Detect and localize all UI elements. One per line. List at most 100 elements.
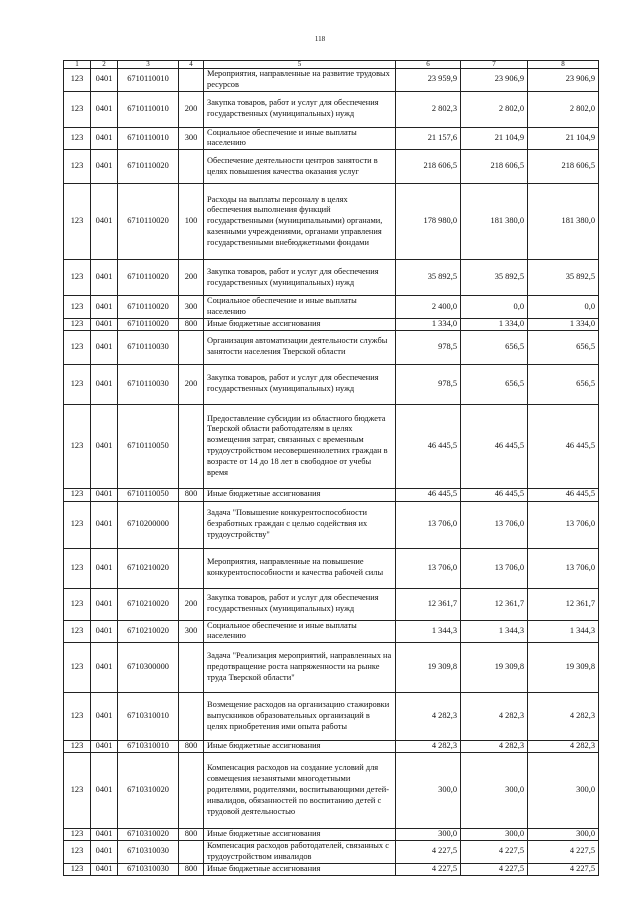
section-code: 0401 [90,692,118,742]
amount-col6: 1 344,3 [395,619,461,644]
amount-col7: 218 606,5 [460,149,528,185]
description: Задача "Реализация мероприятий, направле… [203,642,396,694]
amount-col6: 300,0 [395,751,461,829]
description: Закупка товаров, работ и услуг для обесп… [203,363,396,405]
description: Задача "Повышение конкурентоспособности … [203,500,396,549]
description: Предоставление субсидии из областного бю… [203,403,396,489]
description: Расходы на выплаты персоналу в целях обе… [203,183,396,261]
description: Закупка товаров, работ и услуг для обесп… [203,587,396,621]
target-article-code: 6710210020 [117,547,179,589]
amount-col7: 35 892,5 [460,259,528,297]
table-row: 123 0401 6710210020 200 Закупка товаров, раб… [63,587,599,621]
amount-col8: 19 309,8 [527,642,599,694]
ministry-code: 123 [63,149,91,185]
amount-col6: 978,5 [395,329,461,365]
table-row: 123 0401 6710110020 100 Расходы на выплаты п… [63,183,599,261]
amount-col8: 13 706,0 [527,547,599,589]
amount-col6: 21 157,6 [395,126,461,151]
column-number: 5 [203,60,396,69]
ministry-code: 123 [63,363,91,405]
amount-col8: 21 104,9 [527,126,599,151]
description: Иные бюджетные ассигнования [203,317,396,331]
target-article-code: 6710110020 [117,317,179,331]
target-article-code: 6710210020 [117,587,179,621]
column-number-row: 1 2 3 4 5 6 7 8 [63,60,599,69]
amount-col8: 4 282,3 [527,692,599,742]
table-row: 123 0401 6710110050 Предоставление субсидии… [63,403,599,489]
target-article-code: 6710110020 [117,259,179,297]
expense-type-code: 200 [178,90,204,128]
amount-col7: 21 104,9 [460,126,528,151]
description: Социальное обеспечение и иные выплаты на… [203,126,396,151]
description: Мероприятия, направленные на развитие тр… [203,68,396,92]
amount-col8: 1 344,3 [527,619,599,644]
section-code: 0401 [90,751,118,829]
section-code: 0401 [90,500,118,549]
table-row: 123 0401 6710210020 Мероприятия, направленн… [63,547,599,589]
table-row: 123 0401 6710110010 200 Закупка товаров, раб… [63,90,599,128]
table-row: 123 0401 6710310030 800 Иные бюджетные ассиг… [63,862,599,876]
expense-type-code: 800 [178,317,204,331]
amount-col6: 19 309,8 [395,642,461,694]
column-number: 4 [178,60,204,69]
amount-col8: 218 606,5 [527,149,599,185]
table-row: 123 0401 6710200000 Задача "Повышение конку… [63,500,599,549]
amount-col8: 12 361,7 [527,587,599,621]
amount-col7: 4 282,3 [460,740,528,753]
section-code: 0401 [90,149,118,185]
target-article-code: 6710110010 [117,68,179,92]
table-row: 123 0401 6710210020 300 Социальное обеспечен… [63,619,599,644]
expense-type-code [178,839,204,864]
target-article-code: 6710300000 [117,642,179,694]
target-article-code: 6710110050 [117,403,179,489]
page-number: 118 [314,35,326,43]
expense-type-code [178,68,204,92]
expense-type-code: 200 [178,259,204,297]
column-number: 6 [395,60,461,69]
amount-col8: 23 906,9 [527,68,599,92]
table-row: 123 0401 6710310010 Возмещение расходов на … [63,692,599,742]
section-code: 0401 [90,619,118,644]
description: Организация автоматизации деятельности с… [203,329,396,365]
amount-col8: 4 282,3 [527,740,599,753]
target-article-code: 6710110020 [117,295,179,319]
amount-col6: 4 282,3 [395,692,461,742]
amount-col7: 13 706,0 [460,547,528,589]
amount-col7: 23 906,9 [460,68,528,92]
amount-col7: 0,0 [460,295,528,319]
ministry-code: 123 [63,642,91,694]
ministry-code: 123 [63,740,91,753]
target-article-code: 6710310010 [117,740,179,753]
table-row: 123 0401 6710110010 Мероприятия, направленн… [63,68,599,92]
amount-col7: 656,5 [460,329,528,365]
amount-col8: 2 802,0 [527,90,599,128]
amount-col8: 13 706,0 [527,500,599,549]
ministry-code: 123 [63,90,91,128]
ministry-code: 123 [63,403,91,489]
section-code: 0401 [90,403,118,489]
amount-col8: 300,0 [527,751,599,829]
amount-col6: 23 959,9 [395,68,461,92]
target-article-code: 6710110030 [117,363,179,405]
amount-col6: 1 334,0 [395,317,461,331]
description: Социальное обеспечение и иные выплаты на… [203,295,396,319]
target-article-code: 6710110020 [117,183,179,261]
amount-col7: 2 802,0 [460,90,528,128]
ministry-code: 123 [63,295,91,319]
expense-type-code: 800 [178,487,204,502]
expense-type-code: 200 [178,587,204,621]
section-code: 0401 [90,329,118,365]
target-article-code: 6710200000 [117,500,179,549]
amount-col7: 4 227,5 [460,862,528,876]
ministry-code: 123 [63,317,91,331]
amount-col7: 4 282,3 [460,692,528,742]
amount-col7: 19 309,8 [460,642,528,694]
ministry-code: 123 [63,500,91,549]
expense-type-code: 800 [178,740,204,753]
target-article-code: 6710310030 [117,862,179,876]
target-article-code: 6710210020 [117,619,179,644]
section-code: 0401 [90,363,118,405]
section-code: 0401 [90,295,118,319]
description: Социальное обеспечение и иные выплаты на… [203,619,396,644]
ministry-code: 123 [63,751,91,829]
